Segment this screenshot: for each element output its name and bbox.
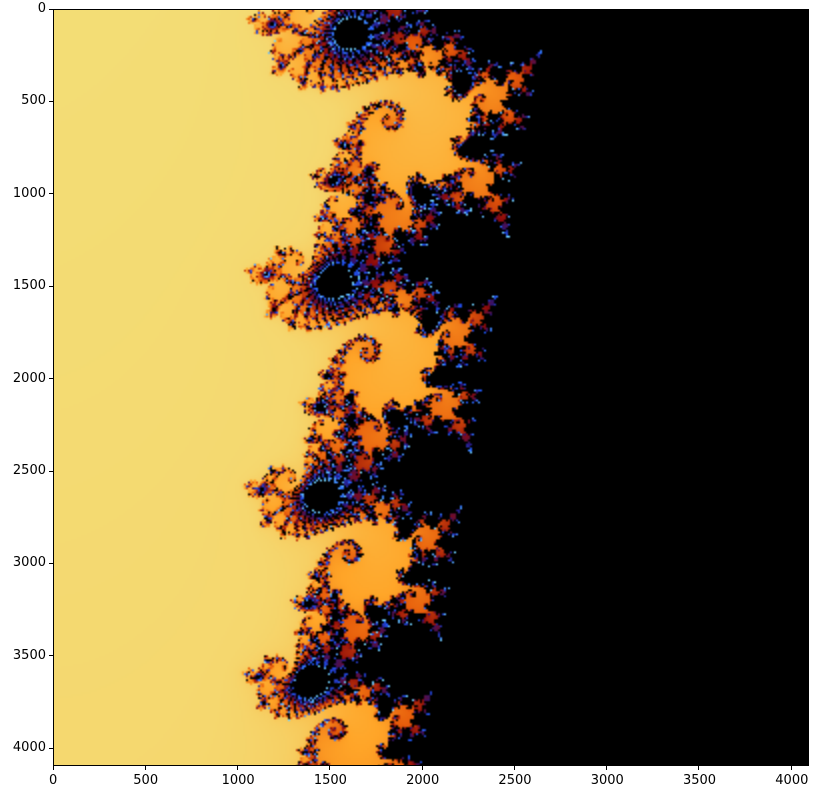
y-tick-mark — [49, 285, 53, 287]
x-tick-label: 4000 — [775, 773, 809, 788]
y-tick-mark — [49, 100, 53, 102]
x-tick-mark — [790, 766, 792, 770]
y-tick-mark — [49, 193, 53, 195]
x-tick-label: 3500 — [682, 773, 717, 788]
x-tick-mark — [52, 766, 54, 770]
x-tick-label: 1500 — [313, 773, 347, 788]
fractal-image — [54, 10, 808, 765]
x-tick-mark — [698, 766, 700, 770]
y-tick-mark — [49, 378, 53, 380]
y-tick-label: 4000 — [12, 740, 46, 756]
x-tick-label: 0 — [49, 773, 58, 788]
x-tick-mark — [237, 766, 239, 770]
y-tick-label: 3000 — [12, 555, 46, 571]
y-tick-mark — [49, 747, 53, 749]
y-tick-label: 3500 — [12, 647, 46, 663]
x-tick-mark — [421, 766, 423, 770]
x-tick-mark — [144, 766, 146, 770]
y-tick-label: 0 — [37, 1, 46, 16]
x-tick-label: 1000 — [221, 773, 255, 788]
y-tick-mark — [49, 8, 53, 10]
x-tick-mark — [606, 766, 608, 770]
y-tick-label: 1000 — [12, 185, 46, 201]
x-tick-label: 3000 — [590, 773, 624, 788]
x-tick-mark — [329, 766, 331, 770]
y-tick-mark — [49, 562, 53, 564]
x-tick-label: 2500 — [498, 773, 532, 788]
y-tick-mark — [49, 470, 53, 472]
y-tick-label: 500 — [21, 93, 46, 109]
y-tick-mark — [49, 655, 53, 657]
y-tick-label: 2000 — [12, 370, 46, 386]
x-tick-mark — [513, 766, 515, 770]
x-tick-label: 500 — [133, 773, 159, 788]
y-tick-label: 1500 — [12, 278, 46, 294]
plot-area — [53, 9, 809, 766]
x-tick-label: 2000 — [406, 773, 440, 788]
y-tick-label: 2500 — [12, 463, 46, 479]
